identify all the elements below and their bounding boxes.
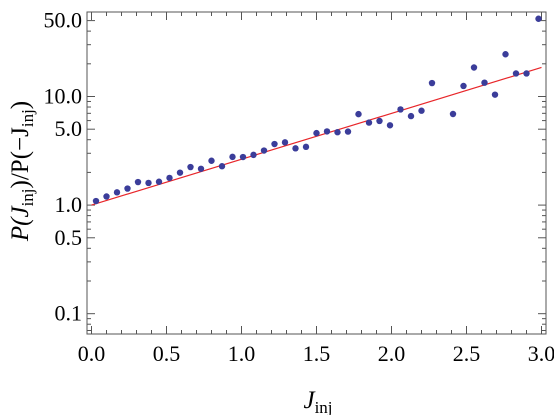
- x-tick-label: 0.0: [78, 341, 106, 366]
- x-tick-label: 0.5: [153, 341, 181, 366]
- data-point: [334, 129, 341, 136]
- data-point: [113, 189, 121, 196]
- x-tick-label: 2.0: [378, 341, 406, 366]
- data-point: [460, 82, 467, 90]
- data-point: [134, 178, 142, 186]
- plot-frame: [86, 11, 547, 335]
- x-tick-label: 1.5: [303, 341, 331, 366]
- data-point: [481, 79, 488, 86]
- data-point: [502, 51, 509, 58]
- data-point: [313, 129, 320, 137]
- data-point: [491, 91, 499, 98]
- y-tick-label: 5.0: [55, 116, 83, 141]
- data-point: [176, 169, 184, 176]
- data-points: [92, 15, 542, 205]
- x-tick-label: 2.5: [453, 341, 481, 366]
- data-point: [302, 143, 310, 151]
- data-point: [355, 110, 362, 118]
- y-axis-label: P(Jinj)/P(−Jinj): [7, 101, 37, 242]
- y-tick-label: 10.0: [44, 84, 83, 109]
- data-point: [197, 165, 205, 172]
- data-point: [292, 145, 299, 152]
- data-point: [397, 106, 404, 113]
- data-point: [239, 153, 247, 161]
- plot-area-frame: [86, 11, 547, 335]
- data-point: [512, 70, 520, 77]
- data-point: [187, 163, 194, 171]
- data-point: [535, 15, 542, 22]
- x-tick-labels: 0.0 0.5 1.0 1.5 2.0 2.5 3.0: [78, 341, 554, 366]
- data-point: [365, 119, 373, 126]
- y-tick-label: 0.1: [55, 301, 83, 326]
- data-point: [449, 110, 457, 118]
- x-tick-label: 1.0: [228, 341, 256, 366]
- data-point: [418, 107, 425, 114]
- data-point: [376, 117, 383, 125]
- data-point: [271, 140, 278, 148]
- data-point: [281, 139, 289, 146]
- data-point: [250, 151, 257, 159]
- data-point: [103, 193, 110, 200]
- data-point: [428, 79, 436, 87]
- data-point: [155, 178, 163, 185]
- data-point: [407, 112, 415, 120]
- y-tick-labels: 0.1 0.5 1.0 5.0 10.0 50.0: [44, 8, 83, 326]
- data-point: [92, 197, 100, 205]
- data-point: [344, 128, 352, 135]
- tick-marks: [87, 11, 546, 334]
- data-point: [523, 70, 530, 77]
- y-tick-label: 50.0: [44, 8, 83, 33]
- data-point: [218, 163, 226, 170]
- y-tick-label: 1.0: [55, 192, 83, 217]
- data-point: [323, 128, 331, 135]
- data-point: [260, 147, 268, 154]
- data-point: [145, 179, 152, 187]
- data-point: [470, 64, 478, 71]
- x-axis-label: Jinj: [303, 387, 332, 415]
- data-point: [229, 153, 236, 161]
- x-tick-label: 3.0: [528, 341, 554, 366]
- data-point: [208, 157, 215, 164]
- data-point: [386, 122, 394, 129]
- data-point: [124, 185, 131, 192]
- y-tick-label: 0.5: [55, 225, 83, 250]
- data-point: [166, 174, 173, 182]
